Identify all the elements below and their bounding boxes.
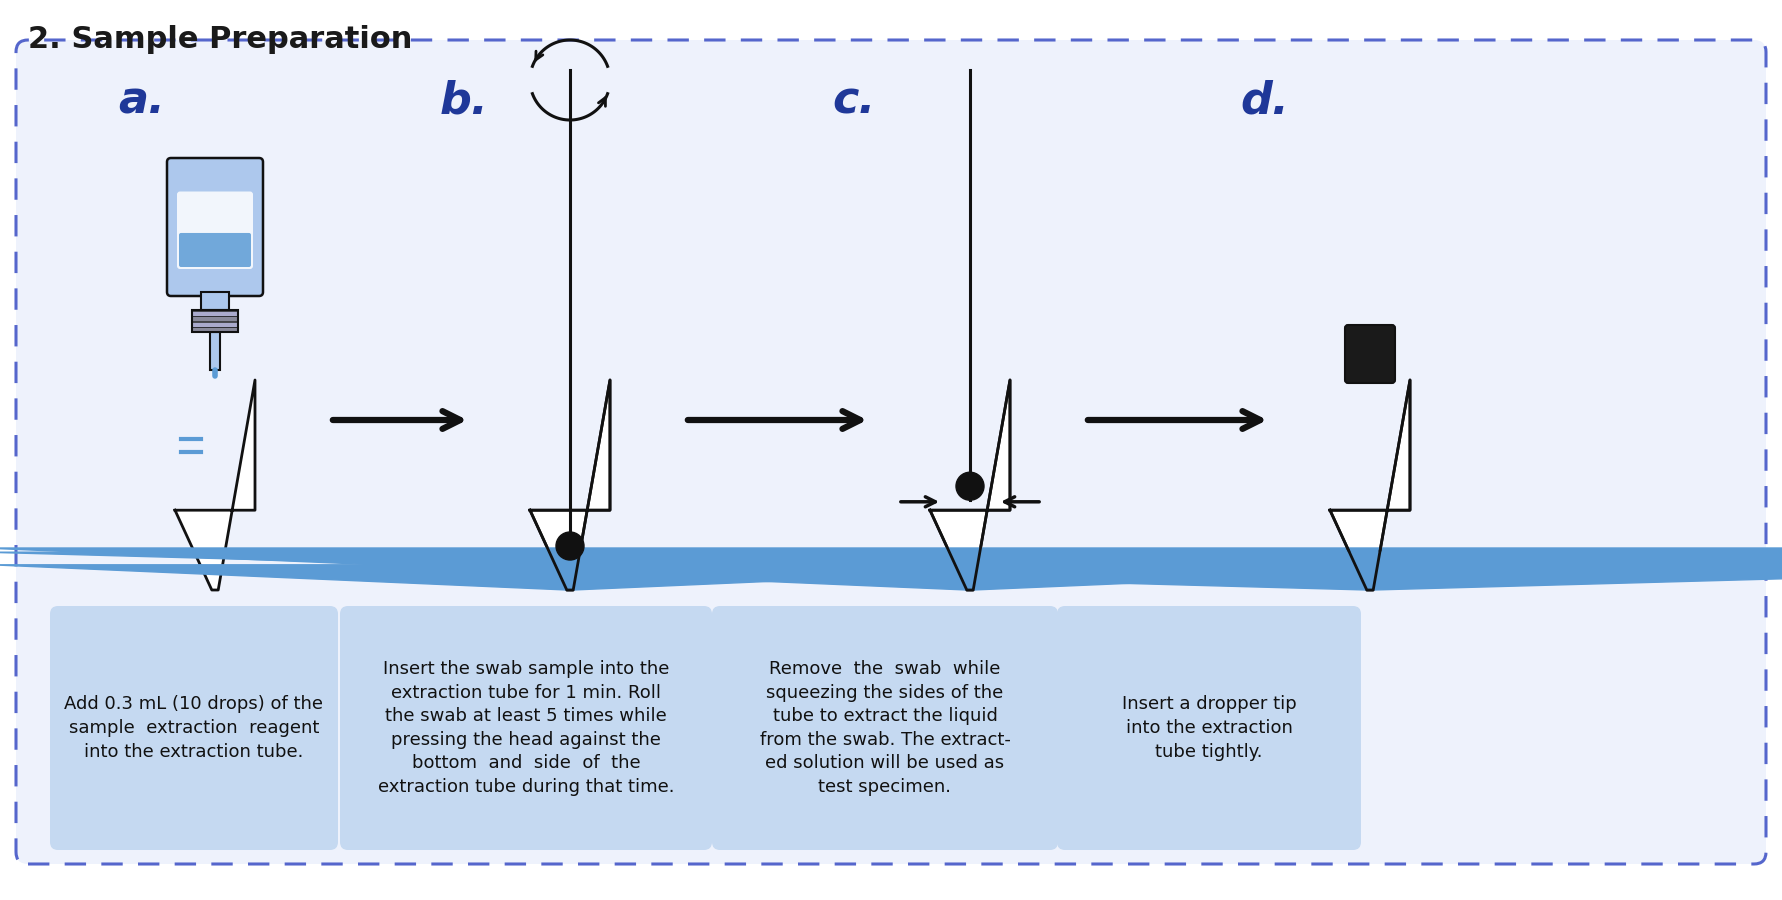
FancyBboxPatch shape [168,158,264,296]
Text: c.: c. [832,80,875,123]
Circle shape [556,532,584,560]
Text: d.: d. [1240,80,1288,123]
FancyBboxPatch shape [176,192,253,269]
Bar [201,292,230,310]
Bar [192,321,239,327]
Polygon shape [529,380,609,590]
Polygon shape [175,380,255,590]
Text: Remove  the  swab  while
squeezing the sides of the
tube to extract the liquid
f: Remove the swab while squeezing the side… [759,660,1010,796]
Polygon shape [1329,380,1410,590]
Text: b.: b. [440,80,488,123]
FancyBboxPatch shape [178,233,251,267]
Bar [192,310,239,332]
Polygon shape [0,548,1782,590]
Bar [192,310,239,316]
Polygon shape [0,553,1782,590]
Text: a.: a. [118,80,166,123]
FancyBboxPatch shape [16,40,1766,864]
Text: Insert a dropper tip
into the extraction
tube tightly.: Insert a dropper tip into the extraction… [1121,696,1296,760]
FancyBboxPatch shape [1345,325,1395,383]
Polygon shape [0,565,1148,590]
Text: Add 0.3 mL (10 drops) of the
sample  extraction  reagent
into the extraction tub: Add 0.3 mL (10 drops) of the sample extr… [64,696,324,760]
FancyBboxPatch shape [50,606,339,850]
Bar [192,327,239,332]
Bar [210,332,219,370]
Polygon shape [930,380,1010,590]
Circle shape [955,472,984,500]
FancyBboxPatch shape [713,606,1059,850]
Text: 2. Sample Preparation: 2. Sample Preparation [29,25,412,54]
Text: Insert the swab sample into the
extraction tube for 1 min. Roll
the swab at leas: Insert the swab sample into the extracti… [378,660,674,796]
Bar [192,316,239,321]
FancyBboxPatch shape [1057,606,1361,850]
FancyBboxPatch shape [340,606,713,850]
